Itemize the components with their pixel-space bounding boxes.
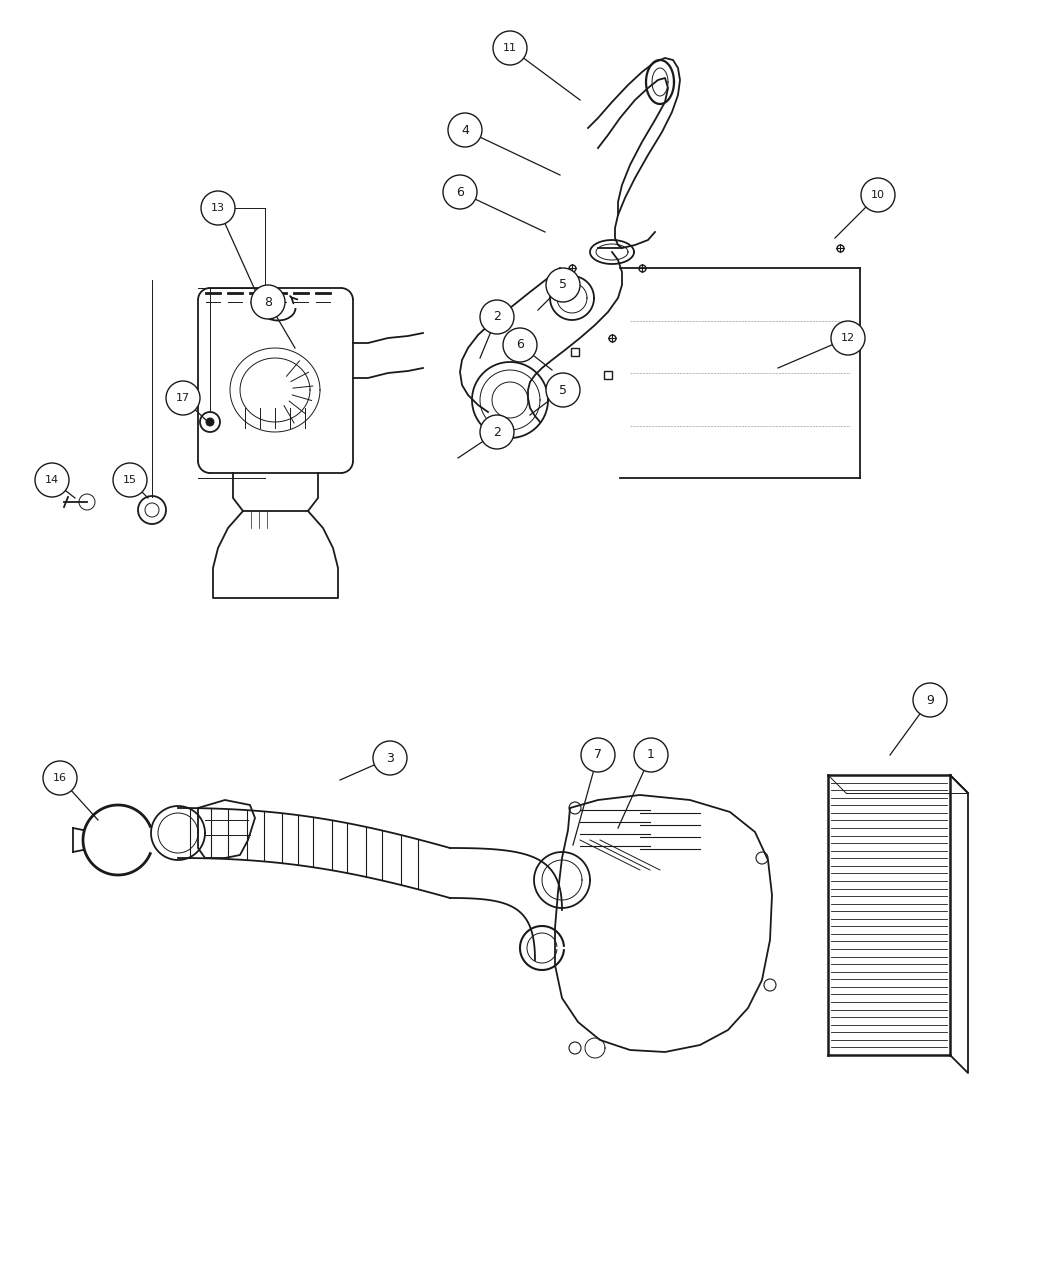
Circle shape bbox=[113, 463, 147, 498]
Circle shape bbox=[373, 741, 407, 775]
Text: 5: 5 bbox=[559, 279, 567, 292]
Text: 9: 9 bbox=[926, 693, 934, 706]
Text: 5: 5 bbox=[559, 384, 567, 396]
Text: 15: 15 bbox=[123, 475, 137, 485]
Text: 6: 6 bbox=[457, 185, 464, 198]
Circle shape bbox=[43, 761, 77, 796]
Text: 4: 4 bbox=[461, 124, 469, 137]
Circle shape bbox=[251, 285, 285, 318]
Circle shape bbox=[206, 418, 214, 426]
Text: 8: 8 bbox=[264, 295, 272, 308]
Text: 3: 3 bbox=[386, 752, 393, 765]
Circle shape bbox=[546, 373, 580, 407]
Circle shape bbox=[581, 738, 615, 773]
Text: 7: 7 bbox=[594, 748, 602, 761]
Text: 2: 2 bbox=[493, 311, 501, 324]
Circle shape bbox=[503, 327, 537, 362]
Text: 13: 13 bbox=[211, 203, 225, 214]
Text: 12: 12 bbox=[841, 333, 855, 343]
Text: 2: 2 bbox=[493, 426, 501, 439]
Text: 17: 17 bbox=[176, 393, 190, 403]
Text: 14: 14 bbox=[45, 475, 59, 485]
Circle shape bbox=[546, 269, 580, 302]
Text: 6: 6 bbox=[517, 339, 524, 352]
Circle shape bbox=[913, 683, 947, 718]
Text: 11: 11 bbox=[503, 43, 517, 52]
Circle shape bbox=[35, 463, 69, 498]
Text: 1: 1 bbox=[647, 748, 655, 761]
Circle shape bbox=[480, 414, 514, 449]
Text: 10: 10 bbox=[871, 191, 885, 200]
Circle shape bbox=[448, 113, 482, 147]
Circle shape bbox=[831, 321, 865, 356]
Circle shape bbox=[443, 175, 477, 208]
Text: 16: 16 bbox=[53, 773, 67, 783]
Circle shape bbox=[861, 178, 895, 212]
Circle shape bbox=[480, 301, 514, 334]
Circle shape bbox=[166, 381, 200, 414]
Circle shape bbox=[201, 191, 235, 225]
Circle shape bbox=[634, 738, 668, 773]
Circle shape bbox=[493, 31, 527, 65]
